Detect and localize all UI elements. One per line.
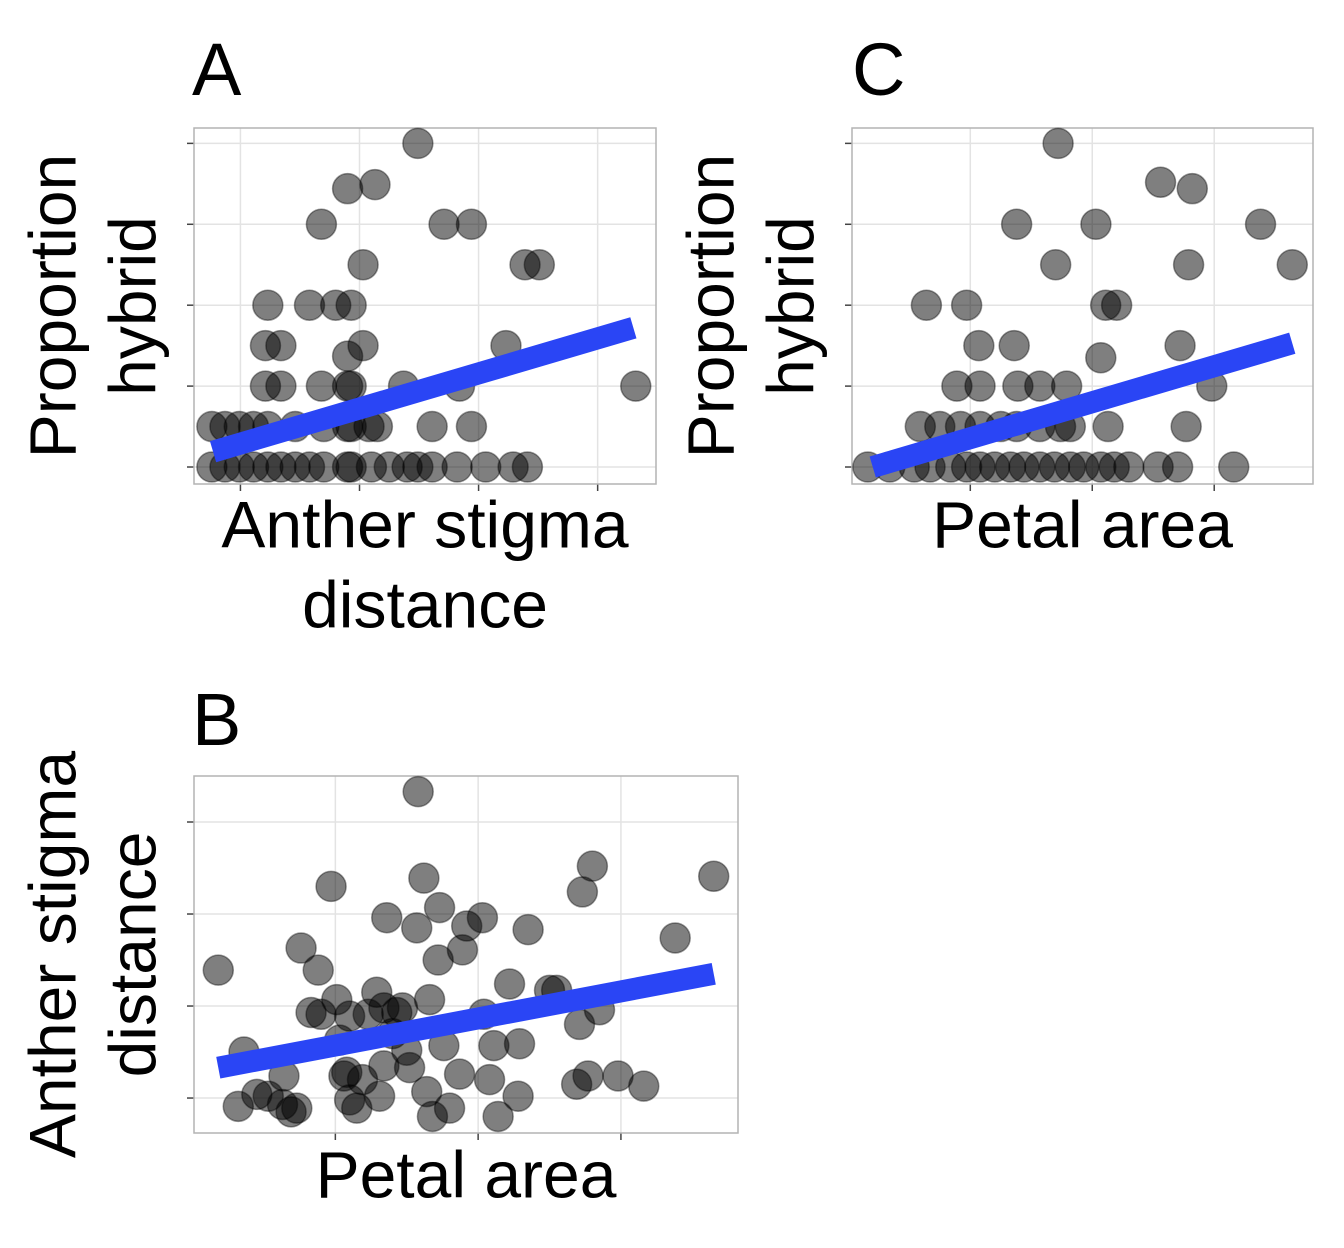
point [402, 127, 434, 160]
x-axis-label: Petal area [932, 487, 1233, 561]
point [1080, 208, 1112, 241]
point [302, 954, 334, 986]
point [482, 1100, 514, 1133]
point [455, 410, 488, 443]
point [502, 1080, 534, 1112]
point [697, 860, 730, 893]
panel [845, 127, 1314, 491]
panel-tag: A [192, 28, 242, 111]
point [1161, 451, 1194, 483]
point [241, 1078, 273, 1111]
point [620, 370, 652, 402]
point [1276, 248, 1309, 281]
point [1170, 410, 1202, 443]
point [363, 1080, 396, 1112]
point [252, 289, 284, 321]
point [511, 451, 544, 483]
point [315, 870, 347, 903]
point [1244, 208, 1277, 241]
x-axis-label: Petal area [316, 1137, 617, 1211]
point [950, 289, 983, 321]
point [423, 891, 456, 924]
point [473, 1063, 506, 1096]
point [659, 922, 691, 954]
y-axis-label: hybrid [95, 216, 169, 396]
point [347, 248, 379, 281]
y-axis-label: Proportion [15, 154, 89, 459]
point [503, 1028, 536, 1060]
point [331, 172, 364, 205]
point [285, 932, 317, 964]
y-axis-label: distance [95, 832, 169, 1078]
point [1144, 166, 1177, 198]
point [455, 208, 488, 241]
point [443, 1058, 476, 1090]
point [998, 329, 1030, 362]
point [1024, 370, 1056, 402]
point [305, 208, 338, 241]
plot-border [851, 127, 1314, 485]
point [1113, 451, 1145, 483]
point [281, 1092, 313, 1124]
panel [187, 127, 657, 491]
point [416, 410, 448, 443]
point [265, 329, 297, 362]
point [433, 1092, 466, 1124]
point [523, 248, 556, 281]
point [1085, 342, 1117, 374]
point [1176, 172, 1209, 205]
trend-line [209, 317, 637, 463]
point [1039, 248, 1072, 281]
point [428, 208, 460, 241]
point [386, 992, 419, 1024]
point [1100, 289, 1133, 321]
point [466, 901, 499, 934]
point [512, 913, 544, 946]
point [441, 451, 473, 483]
point [202, 954, 235, 986]
point [359, 168, 391, 201]
plot-border [193, 127, 657, 485]
point [1092, 410, 1124, 443]
point [1042, 127, 1074, 160]
point [347, 329, 379, 362]
point [371, 901, 403, 934]
point [400, 912, 433, 944]
point [265, 370, 297, 402]
point [910, 289, 943, 321]
panel-tag: C [852, 28, 905, 111]
point [393, 1051, 426, 1084]
point [469, 451, 502, 483]
point [963, 329, 995, 362]
point [402, 775, 434, 808]
x-axis-label: Anther stigma [221, 487, 628, 561]
trend-line [216, 963, 716, 1079]
point [572, 1060, 604, 1092]
point [1217, 451, 1250, 483]
plot-border [193, 775, 739, 1134]
panel-tag: B [192, 678, 241, 761]
point [1164, 329, 1196, 362]
point [493, 968, 526, 1000]
point [1172, 248, 1205, 281]
point [413, 983, 446, 1016]
y-axis-label: Anther stigma [15, 751, 89, 1158]
point [408, 862, 440, 894]
point [1000, 208, 1033, 241]
point [964, 370, 996, 402]
point [333, 1000, 366, 1032]
y-axis-label: hybrid [753, 216, 827, 396]
point [628, 1070, 660, 1102]
panel [187, 775, 739, 1140]
point [335, 289, 367, 321]
y-axis-label: Proportion [673, 154, 747, 459]
trend-line [869, 332, 1296, 478]
x-axis-label: distance [302, 567, 548, 641]
point [576, 850, 609, 882]
